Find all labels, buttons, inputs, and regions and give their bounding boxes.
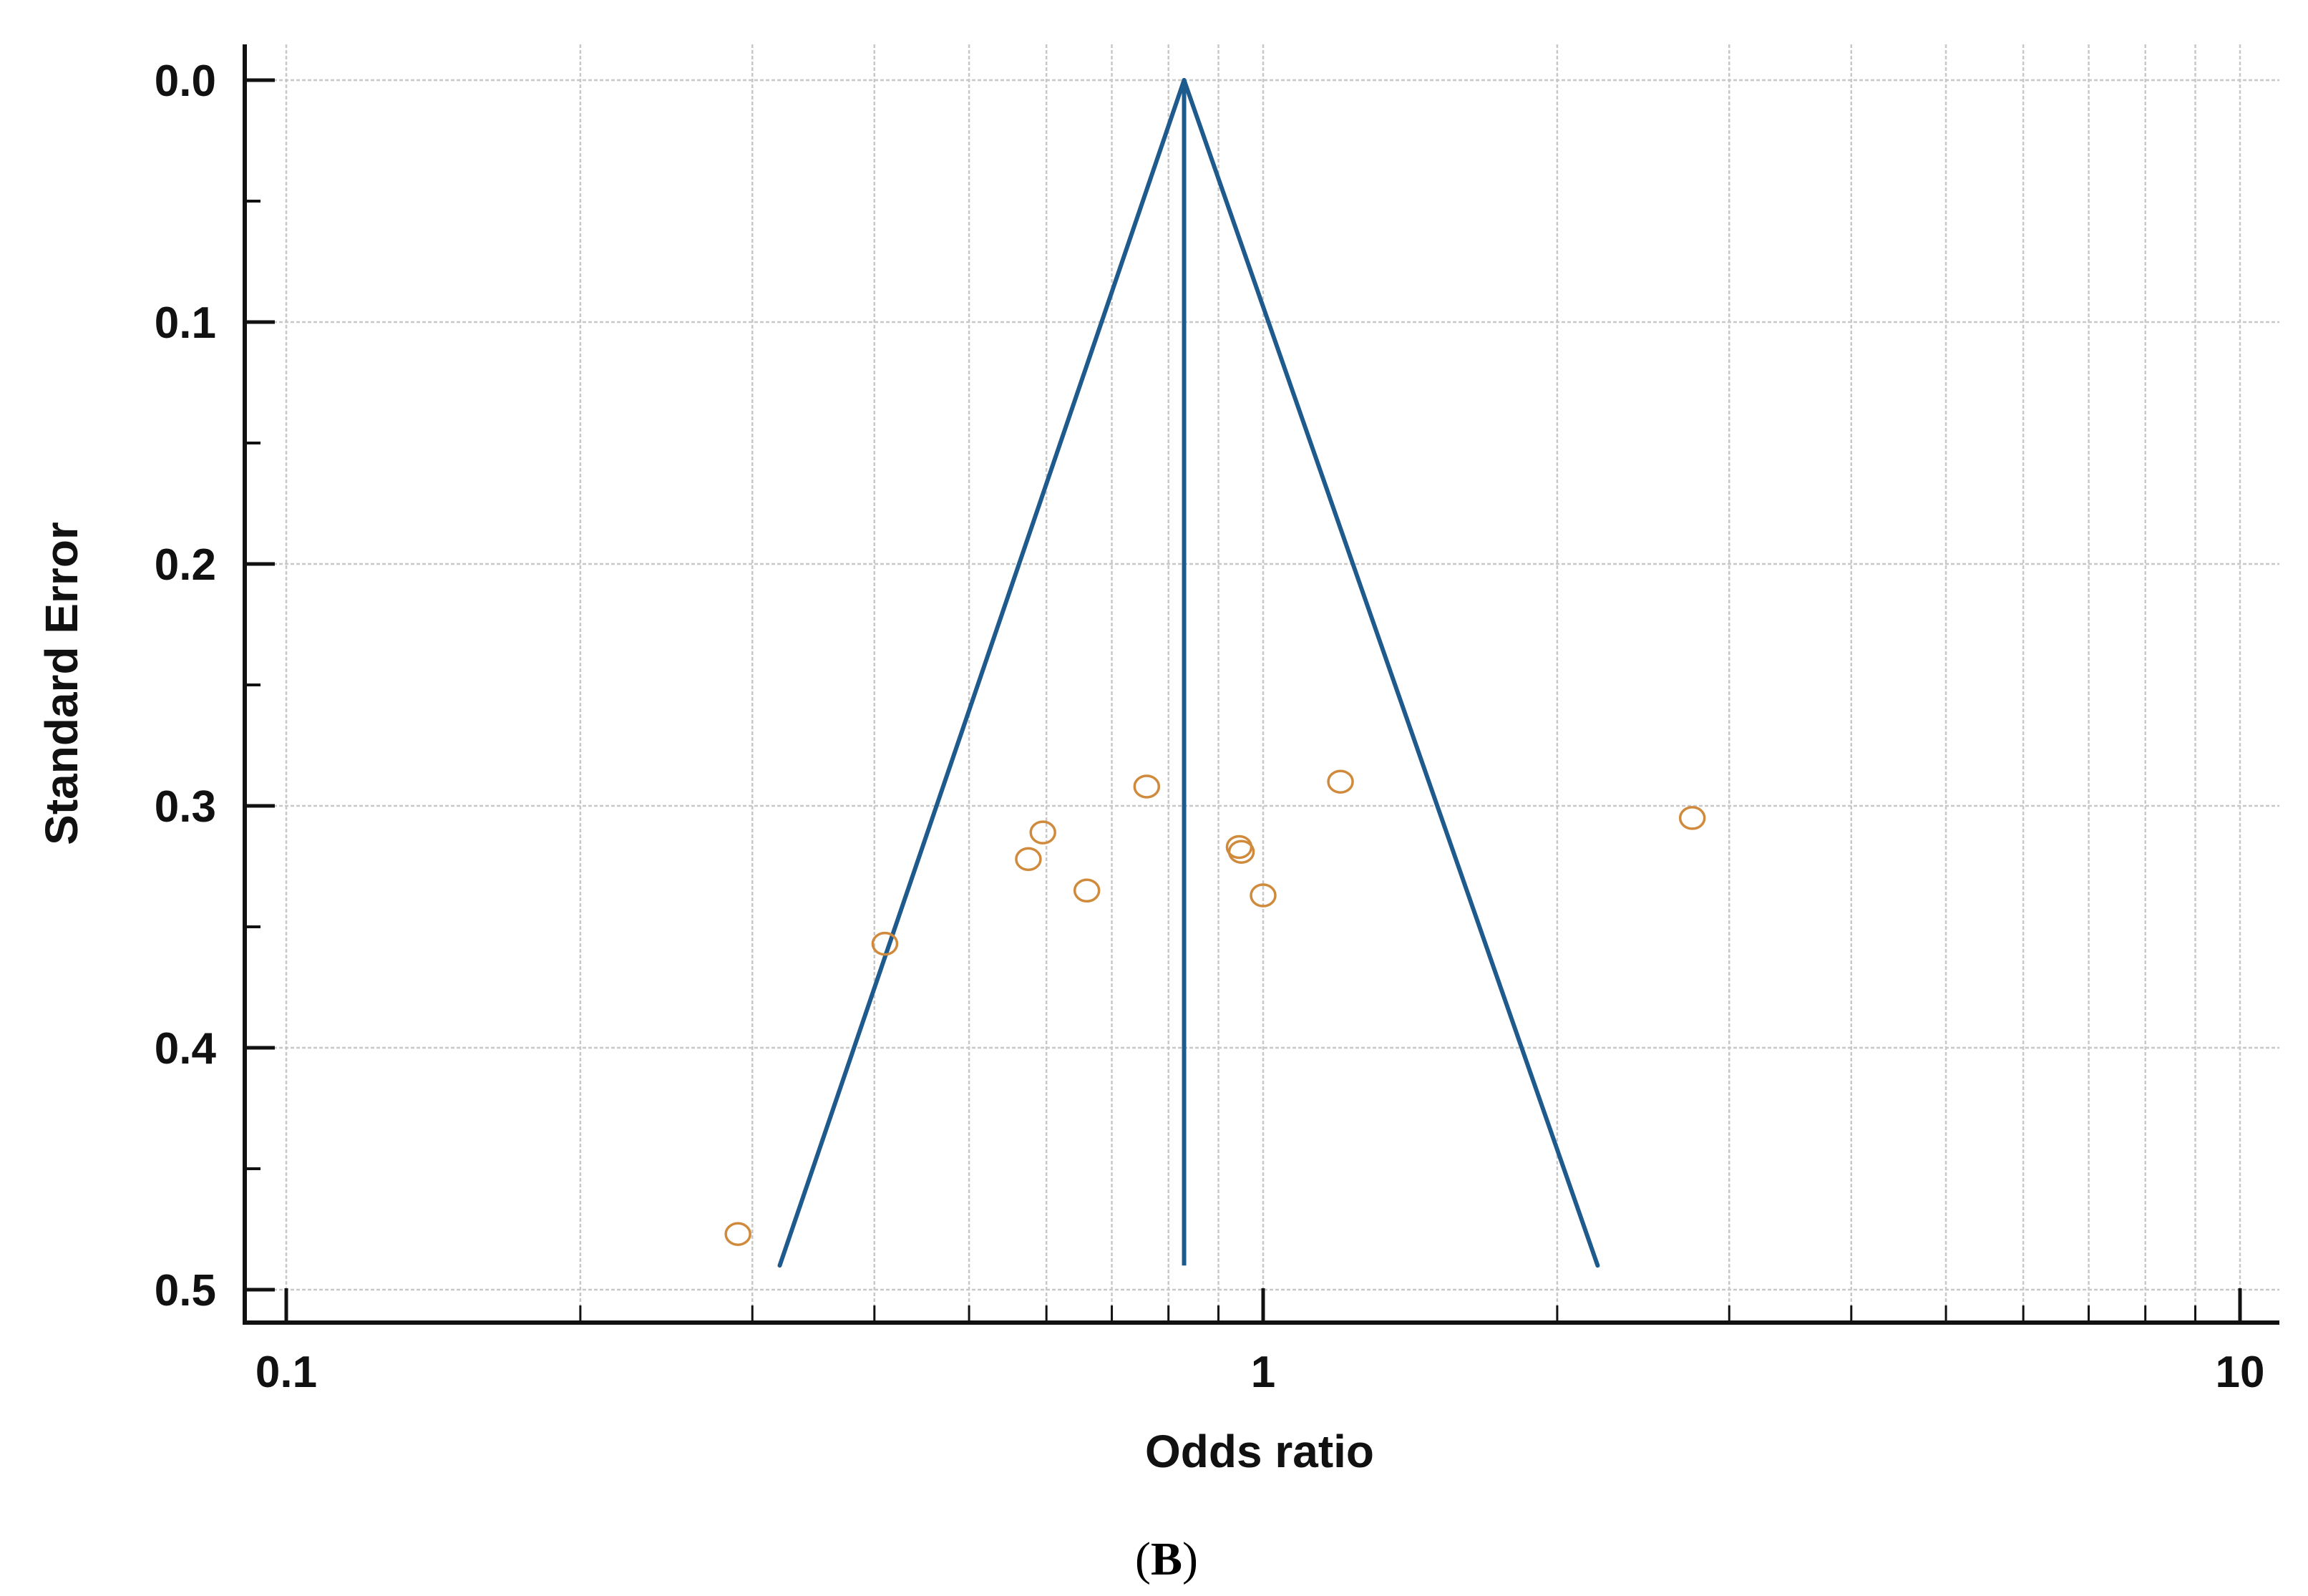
study-point xyxy=(1029,820,1056,845)
x-axis-title: Odds ratio xyxy=(1145,1426,1374,1477)
x-tick-label: 0.1 xyxy=(255,1348,317,1397)
study-point xyxy=(1073,878,1101,903)
y-tick-label: 0.0 xyxy=(155,57,216,106)
y-tick-label: 0.5 xyxy=(155,1266,216,1315)
y-tick-label: 0.2 xyxy=(155,540,216,590)
study-point xyxy=(1015,847,1042,872)
study-point xyxy=(871,931,899,956)
study-point xyxy=(1133,774,1161,799)
funnel-layer xyxy=(777,78,1600,1268)
y-tick-label: 0.3 xyxy=(155,782,216,832)
labels-layer: 0.1 1 10 0.0 0.1 0.2 0.3 0.4 0.5 xyxy=(155,57,2265,1397)
y-tick-label: 0.1 xyxy=(155,298,216,348)
study-point xyxy=(1227,840,1255,864)
panel-label-letter: B xyxy=(1151,1533,1182,1585)
funnel-right-line xyxy=(1182,78,1600,1268)
y-axis-title: Standard Error xyxy=(36,522,87,845)
funnel-left-line xyxy=(777,78,1187,1268)
points-layer xyxy=(724,769,1706,1247)
x-tick-label: 1 xyxy=(1251,1348,1275,1397)
study-point xyxy=(724,1222,751,1247)
y-tick-label: 0.4 xyxy=(155,1024,217,1074)
axes-layer xyxy=(243,44,2279,1325)
x-tick-label: 10 xyxy=(2216,1348,2265,1397)
study-point xyxy=(1678,806,1706,830)
study-point xyxy=(1327,769,1354,794)
panel-label-close: ) xyxy=(1182,1533,1198,1585)
grid-layer xyxy=(245,44,2279,1323)
study-point xyxy=(1250,883,1277,908)
panel-label: (B) xyxy=(1135,1533,1198,1585)
panel-label-open: ( xyxy=(1135,1533,1151,1585)
